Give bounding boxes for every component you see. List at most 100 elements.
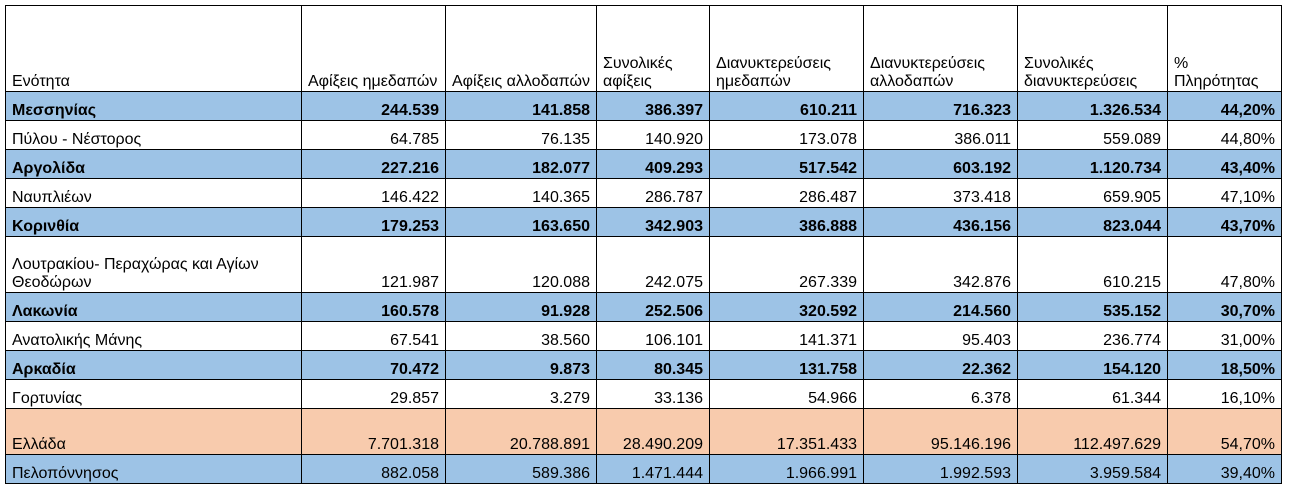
header-cell-domestic-arrivals: Αφίξεις ημεδαπών [301,5,446,92]
cell-foreign-overnights: 1.992.593 [863,454,1018,484]
cell-total-arrivals: 80.345 [596,350,710,380]
cell-domestic-overnights: 1.966.991 [709,454,864,484]
cell-occupancy: 30,70% [1167,292,1282,322]
cell-total-overnights: 154.120 [1017,350,1168,380]
cell-domestic-overnights: 386.888 [709,207,864,237]
cell-foreign-arrivals: 182.077 [445,149,597,179]
cell-total-overnights: 236.774 [1017,321,1168,351]
cell-domestic-arrivals: 882.058 [301,454,446,484]
cell-total-arrivals: 342.903 [596,207,710,237]
cell-occupancy: 44,20% [1167,91,1282,121]
cell-total-overnights: 1.120.734 [1017,149,1168,179]
cell-total-overnights: 112.497.629 [1017,408,1168,455]
table-row: Πύλου - Νέστορος 64.785 76.135 140.920 173.0… [5,120,1282,150]
cell-occupancy: 47,10% [1167,178,1282,208]
table-row: Αργολίδα 227.216 182.077 409.293 517.542 603.… [5,149,1282,179]
cell-foreign-arrivals: 3.279 [445,379,597,409]
cell-foreign-arrivals: 589.386 [445,454,597,484]
cell-domestic-overnights: 17.351.433 [709,408,864,455]
table-row: Μεσσηνίας 244.539 141.858 386.397 610.211 716… [5,91,1282,121]
cell-region: Πύλου - Νέστορος [5,120,302,150]
cell-domestic-arrivals: 160.578 [301,292,446,322]
cell-total-arrivals: 106.101 [596,321,710,351]
cell-region: Μεσσηνίας [5,91,302,121]
table-row: Ναυπλιέων 146.422 140.365 286.787 286.487 373… [5,178,1282,208]
cell-foreign-overnights: 716.323 [863,91,1018,121]
cell-foreign-arrivals: 141.858 [445,91,597,121]
cell-region: Λουτρακίου- Περαχώρας και Αγίων Θεοδώρων [5,236,302,293]
cell-total-overnights: 659.905 [1017,178,1168,208]
cell-foreign-overnights: 6.378 [863,379,1018,409]
cell-region: Ελλάδα [5,408,302,455]
cell-total-arrivals: 33.136 [596,379,710,409]
table-body: Μεσσηνίας 244.539 141.858 386.397 610.211 716… [5,91,1282,484]
cell-total-arrivals: 286.787 [596,178,710,208]
cell-foreign-overnights: 95.146.196 [863,408,1018,455]
cell-total-arrivals: 242.075 [596,236,710,293]
cell-total-overnights: 61.344 [1017,379,1168,409]
table-row: Γορτυνίας 29.857 3.279 33.136 54.966 6.378 61.… [5,379,1282,409]
header-row: Ενότητα Αφίξεις ημεδαπών Αφίξεις αλλοδαπ… [5,5,1282,92]
tourism-table-wrapper: Ενότητα Αφίξεις ημεδαπών Αφίξεις αλλοδαπ… [5,5,1282,484]
cell-occupancy: 39,40% [1167,454,1282,484]
cell-domestic-arrivals: 244.539 [301,91,446,121]
cell-domestic-overnights: 320.592 [709,292,864,322]
cell-total-arrivals: 28.490.209 [596,408,710,455]
cell-domestic-arrivals: 67.541 [301,321,446,351]
table-row: Λουτρακίου- Περαχώρας και Αγίων Θεοδώρων… [5,236,1282,293]
cell-foreign-arrivals: 76.135 [445,120,597,150]
cell-foreign-arrivals: 38.560 [445,321,597,351]
cell-total-overnights: 559.089 [1017,120,1168,150]
cell-domestic-overnights: 54.966 [709,379,864,409]
cell-total-overnights: 535.152 [1017,292,1168,322]
cell-domestic-arrivals: 70.472 [301,350,446,380]
cell-occupancy: 54,70% [1167,408,1282,455]
cell-region: Λακωνία [5,292,302,322]
cell-domestic-overnights: 173.078 [709,120,864,150]
cell-occupancy: 43,40% [1167,149,1282,179]
cell-domestic-arrivals: 64.785 [301,120,446,150]
cell-total-overnights: 610.215 [1017,236,1168,293]
cell-foreign-overnights: 22.362 [863,350,1018,380]
header-cell-total-overnights: Συνολικές διανυκτερεύσεις [1017,5,1168,92]
cell-domestic-overnights: 286.487 [709,178,864,208]
table-row: Λακωνία 160.578 91.928 252.506 320.592 214.56… [5,292,1282,322]
cell-occupancy: 47,80% [1167,236,1282,293]
cell-domestic-overnights: 517.542 [709,149,864,179]
cell-region: Γορτυνίας [5,379,302,409]
table-row: Πελοπόννησος 882.058 589.386 1.471.444 1.966… [5,454,1282,484]
table-row: Κορινθία 179.253 163.650 342.903 386.888 436.… [5,207,1282,237]
cell-domestic-arrivals: 7.701.318 [301,408,446,455]
cell-domestic-arrivals: 227.216 [301,149,446,179]
cell-foreign-overnights: 386.011 [863,120,1018,150]
cell-total-arrivals: 409.293 [596,149,710,179]
cell-domestic-overnights: 610.211 [709,91,864,121]
header-cell-total-arrivals: Συνολικές αφίξεις [596,5,710,92]
cell-total-overnights: 1.326.534 [1017,91,1168,121]
cell-domestic-overnights: 141.371 [709,321,864,351]
cell-region: Κορινθία [5,207,302,237]
cell-occupancy: 31,00% [1167,321,1282,351]
table-row: Ελλάδα 7.701.318 20.788.891 28.490.209 17.35… [5,408,1282,455]
cell-domestic-arrivals: 146.422 [301,178,446,208]
cell-occupancy: 43,70% [1167,207,1282,237]
cell-foreign-arrivals: 9.873 [445,350,597,380]
cell-foreign-overnights: 214.560 [863,292,1018,322]
header-cell-foreign-arrivals: Αφίξεις αλλοδαπών [445,5,597,92]
cell-total-overnights: 3.959.584 [1017,454,1168,484]
cell-foreign-arrivals: 140.365 [445,178,597,208]
table-row: Ανατολικής Μάνης 67.541 38.560 106.101 141.3… [5,321,1282,351]
header-cell-occupancy: % Πληρότητας [1167,5,1282,92]
cell-region: Αργολίδα [5,149,302,179]
header-cell-foreign-overnights: Διανυκτερεύσεις αλλοδαπών [863,5,1018,92]
cell-foreign-arrivals: 20.788.891 [445,408,597,455]
cell-region: Ναυπλιέων [5,178,302,208]
cell-foreign-arrivals: 120.088 [445,236,597,293]
table-row: Αρκαδία 70.472 9.873 80.345 131.758 22.362 154… [5,350,1282,380]
header-cell-domestic-overnights: Διανυκτερεύσεις ημεδαπών [709,5,864,92]
cell-region: Πελοπόννησος [5,454,302,484]
cell-region: Αρκαδία [5,350,302,380]
cell-domestic-arrivals: 29.857 [301,379,446,409]
cell-total-arrivals: 140.920 [596,120,710,150]
cell-total-overnights: 823.044 [1017,207,1168,237]
